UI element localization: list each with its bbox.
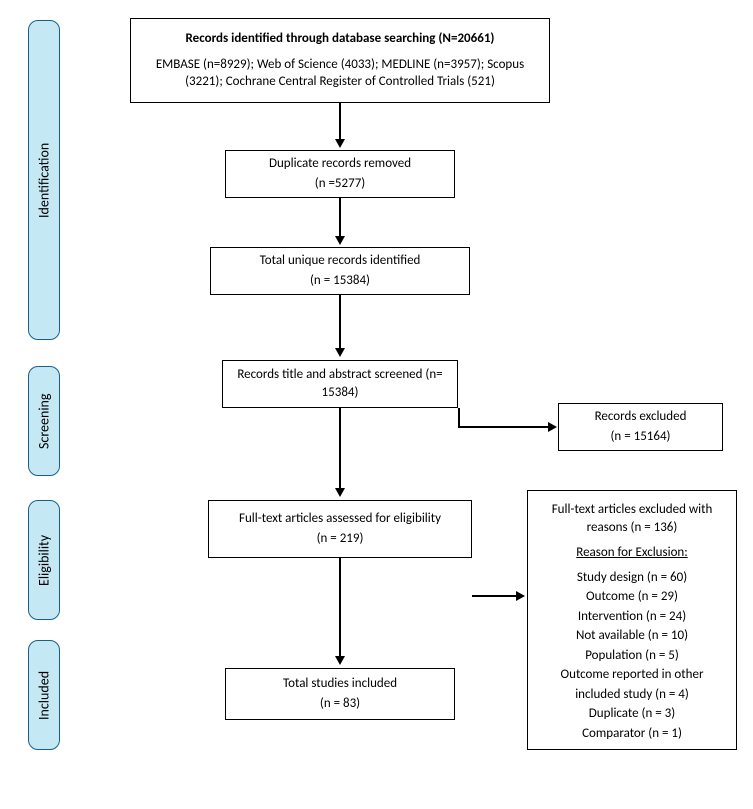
text-line: Total unique records identified: [260, 252, 421, 270]
list-item: Study design (n = 60): [538, 568, 726, 588]
list-item: Intervention (n = 24): [538, 607, 726, 627]
text-line: Records identified through database sear…: [186, 30, 495, 48]
text-line: Records title and abstract screened (n= …: [233, 366, 447, 401]
arrow-head: [335, 348, 345, 357]
text-line: Duplicate records removed: [269, 155, 411, 173]
arrow: [472, 595, 518, 597]
arrow: [339, 558, 341, 658]
arrow-head: [548, 422, 557, 432]
text-line: EMBASE (n=8929); Web of Science (4033); …: [141, 56, 539, 91]
text-line: (n = 83): [320, 695, 360, 713]
text-line: Records excluded: [595, 408, 687, 426]
phase-identification: Identification: [28, 20, 60, 340]
arrow-head: [335, 656, 345, 665]
exclusion-reasons-list: Study design (n = 60) Outcome (n = 29) I…: [538, 568, 726, 744]
box-fulltext-excluded: Full-text articles excluded with reasons…: [527, 490, 737, 750]
text-line: (n = 15164): [610, 428, 670, 446]
box-records-identified: Records identified through database sear…: [130, 18, 550, 103]
arrow-head: [335, 488, 345, 497]
text-line: (n = 15384): [310, 272, 370, 290]
text-line: (n =5277): [315, 175, 365, 193]
list-item: Duplicate (n = 3): [538, 704, 726, 724]
box-unique-records: Total unique records identified (n = 153…: [210, 247, 470, 295]
arrow-head: [516, 591, 525, 601]
text-line: Full-text articles excluded with reasons…: [538, 501, 726, 536]
box-records-excluded: Records excluded (n = 15164): [558, 403, 723, 451]
list-item: Comparator (n = 1): [538, 724, 726, 744]
prisma-flowchart: Identification Screening Eligibility Inc…: [0, 0, 753, 809]
list-item: Outcome reported in other included study…: [538, 665, 726, 704]
arrow: [339, 408, 341, 490]
list-item: Outcome (n = 29): [538, 587, 726, 607]
arrow: [458, 408, 460, 428]
arrow: [339, 198, 341, 238]
text-line: Full-text articles assessed for eligibil…: [239, 510, 441, 528]
box-screened: Records title and abstract screened (n= …: [222, 360, 458, 408]
list-item: Not available (n = 10): [538, 626, 726, 646]
box-duplicates-removed: Duplicate records removed (n =5277): [225, 150, 455, 198]
box-fulltext-assessed: Full-text articles assessed for eligibil…: [208, 500, 472, 558]
arrow-head: [335, 139, 345, 148]
arrow: [339, 103, 341, 141]
text-line: Total studies included: [283, 675, 397, 693]
list-item: Population (n = 5): [538, 646, 726, 666]
arrow: [339, 295, 341, 350]
phase-screening: Screening: [28, 366, 60, 476]
phase-included: Included: [28, 640, 60, 750]
arrow: [458, 426, 550, 428]
phase-eligibility: Eligibility: [28, 500, 60, 620]
arrow-head: [335, 236, 345, 245]
box-total-included: Total studies included (n = 83): [225, 668, 455, 720]
text-subtitle: Reason for Exclusion:: [576, 544, 687, 562]
text-line: (n = 219): [317, 530, 364, 548]
